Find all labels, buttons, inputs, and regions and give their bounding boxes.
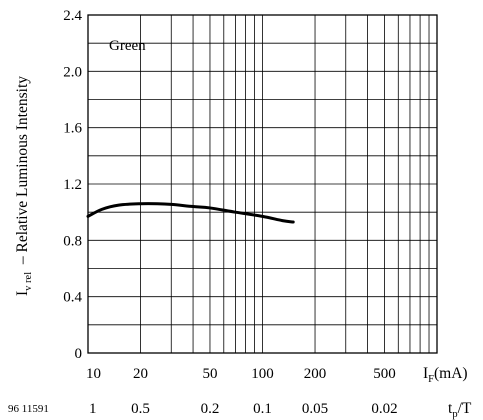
x-axis-label-sub: F — [428, 374, 434, 385]
x-tick-label: 500 — [373, 366, 396, 382]
x2-tick-label: 0.2 — [201, 401, 220, 417]
x2-axis-ticks: 1 0.5 0.2 0.1 0.05 0.02 — [89, 401, 398, 417]
x2-tick-label: 0.5 — [131, 401, 150, 417]
legend-label: Green — [109, 38, 146, 54]
x-tick-label: 50 — [202, 366, 217, 382]
x-tick-label: 100 — [251, 366, 274, 382]
x-tick-label: 10 — [86, 366, 101, 382]
series-line — [86, 202, 295, 224]
y-tick-label: 1.6 — [63, 121, 82, 137]
y-axis-label-rest: – Relative Luminous Intensity — [14, 76, 31, 272]
x-axis-label-rest: (mA) — [434, 365, 468, 382]
x-axis-ticks: 10 20 50 100 200 500 — [86, 366, 396, 382]
y-axis-label-main: I — [14, 291, 31, 296]
x2-tick-label: 0.05 — [302, 401, 328, 417]
y-tick-label: 0.8 — [63, 233, 82, 249]
x-tick-label: 200 — [304, 366, 327, 382]
y-tick-label: 0.4 — [63, 290, 82, 306]
x-axis-label: IF(mA) — [423, 365, 468, 385]
grid — [88, 15, 437, 353]
y-tick-label: 2.0 — [63, 64, 82, 80]
x2-axis-label-rest: /T — [458, 400, 472, 417]
document-id: 96 11591 — [8, 403, 49, 415]
x2-tick-label: 0.1 — [253, 401, 272, 417]
y-tick-label: 2.4 — [63, 8, 82, 24]
x2-tick-label: 0.02 — [371, 401, 397, 417]
plot-frame — [87, 14, 438, 354]
y-tick-label: 1.2 — [63, 177, 82, 193]
x2-axis-label-sub: p — [452, 409, 457, 420]
x-tick-label: 20 — [133, 366, 148, 382]
y-tick-label: 0 — [75, 346, 83, 362]
y-axis-label: Iv rel – Relative Luminous Intensity — [14, 76, 34, 296]
x2-axis-label: tp/T — [448, 400, 472, 420]
y-axis-ticks: 0 0.4 0.8 1.2 1.6 2.0 2.4 — [63, 8, 82, 362]
legend-box: Green — [109, 38, 146, 54]
x2-tick-label: 1 — [89, 401, 97, 417]
x-axis-label-main: I — [423, 365, 428, 382]
y-axis-label-sub: v rel — [23, 272, 34, 291]
x2-axis-label-main: t — [448, 400, 453, 417]
